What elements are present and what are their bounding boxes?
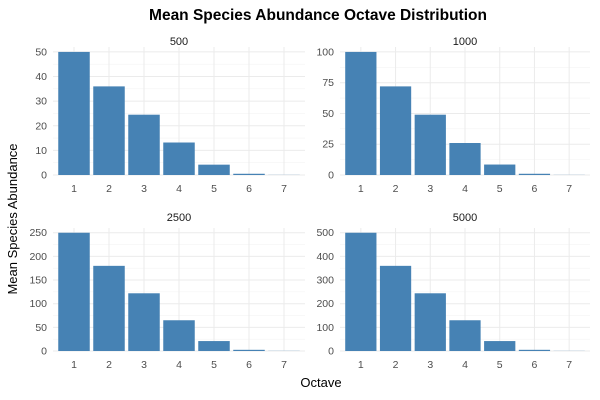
bar (58, 51, 90, 175)
y-tick-label: 50 (35, 46, 47, 58)
x-tick-label: 1 (358, 359, 364, 371)
x-tick-label: 1 (71, 359, 77, 371)
bar (163, 142, 195, 175)
x-tick-label: 5 (211, 183, 217, 195)
x-tick-label: 6 (532, 359, 538, 371)
facet-title: 5000 (453, 212, 477, 224)
x-tick-label: 7 (566, 183, 572, 195)
x-tick-label: 7 (281, 359, 287, 371)
x-tick-label: 7 (281, 183, 287, 195)
x-tick-label: 2 (393, 183, 399, 195)
bar (233, 349, 265, 351)
bar (198, 164, 230, 175)
facet-title: 2500 (167, 212, 191, 224)
y-tick-label: 10 (35, 145, 47, 157)
y-tick-label: 40 (35, 71, 47, 83)
bar (484, 164, 516, 175)
facet-title: 1000 (453, 36, 477, 48)
bar (379, 265, 412, 351)
x-tick-label: 6 (246, 359, 252, 371)
y-tick-label: 30 (35, 96, 47, 108)
x-tick-label: 3 (141, 183, 147, 195)
bar (163, 320, 195, 351)
x-tick-label: 2 (106, 183, 112, 195)
y-tick-label: 100 (29, 298, 47, 310)
x-tick-label: 4 (462, 359, 468, 371)
bar (58, 232, 90, 351)
facet-panel: 0 25 50 75 100 1 2 3 4 5 6 7 1000 (316, 36, 590, 195)
y-tick-label: 150 (29, 275, 47, 287)
y-tick-label: 250 (29, 227, 47, 239)
bar (449, 143, 481, 175)
x-tick-label: 6 (246, 183, 252, 195)
x-axis-label: Octave (300, 375, 341, 390)
y-tick-label: 200 (29, 251, 47, 263)
bar (379, 86, 412, 175)
x-tick-label: 5 (497, 359, 503, 371)
y-tick-label: 0 (41, 170, 47, 182)
bar (414, 114, 446, 175)
x-tick-label: 5 (497, 183, 503, 195)
bar (518, 349, 551, 351)
bar (93, 86, 125, 175)
x-tick-label: 7 (566, 359, 572, 371)
bar (93, 265, 125, 351)
y-tick-label: 20 (35, 120, 47, 132)
x-tick-label: 3 (141, 359, 147, 371)
facet-panel: 0 10 20 30 40 50 1 2 3 4 5 6 7 500 (35, 36, 305, 195)
x-tick-label: 4 (176, 359, 182, 371)
y-tick-label: 300 (316, 275, 334, 287)
y-tick-label: 200 (316, 298, 334, 310)
bar (484, 341, 516, 351)
bar (345, 51, 377, 175)
bar (128, 293, 160, 351)
chart-title: Mean Species Abundance Octave Distributi… (149, 7, 487, 24)
y-tick-label: 0 (328, 170, 334, 182)
bar (128, 114, 160, 175)
y-tick-label: 100 (316, 322, 334, 334)
x-tick-label: 3 (427, 359, 433, 371)
bar (449, 320, 481, 351)
x-tick-label: 4 (176, 183, 182, 195)
y-tick-label: 50 (35, 322, 47, 334)
facet-title: 500 (170, 36, 188, 48)
bar (198, 341, 230, 351)
x-tick-label: 5 (211, 359, 217, 371)
x-tick-label: 2 (393, 359, 399, 371)
y-tick-label: 50 (322, 108, 334, 120)
facet-panel: 0 50 100 150 200 250 1 2 3 4 5 6 7 2500 (29, 212, 305, 371)
y-axis-label: Mean Species Abundance (5, 143, 20, 294)
x-tick-label: 4 (462, 183, 468, 195)
y-tick-label: 500 (316, 227, 334, 239)
bar (414, 293, 446, 351)
x-tick-label: 6 (532, 183, 538, 195)
y-tick-label: 75 (322, 77, 334, 89)
y-tick-label: 0 (41, 346, 47, 358)
y-tick-label: 400 (316, 251, 334, 263)
bar (345, 232, 377, 351)
bar (518, 173, 551, 175)
y-tick-label: 25 (322, 139, 334, 151)
x-tick-label: 1 (71, 183, 77, 195)
y-tick-label: 0 (328, 346, 334, 358)
x-tick-label: 3 (427, 183, 433, 195)
x-tick-label: 1 (358, 183, 364, 195)
x-tick-label: 2 (106, 359, 112, 371)
bar (233, 173, 265, 175)
y-tick-label: 100 (316, 46, 334, 58)
facet-panel: 0 100 200 300 400 500 1 2 3 4 5 6 7 5000 (316, 212, 590, 371)
